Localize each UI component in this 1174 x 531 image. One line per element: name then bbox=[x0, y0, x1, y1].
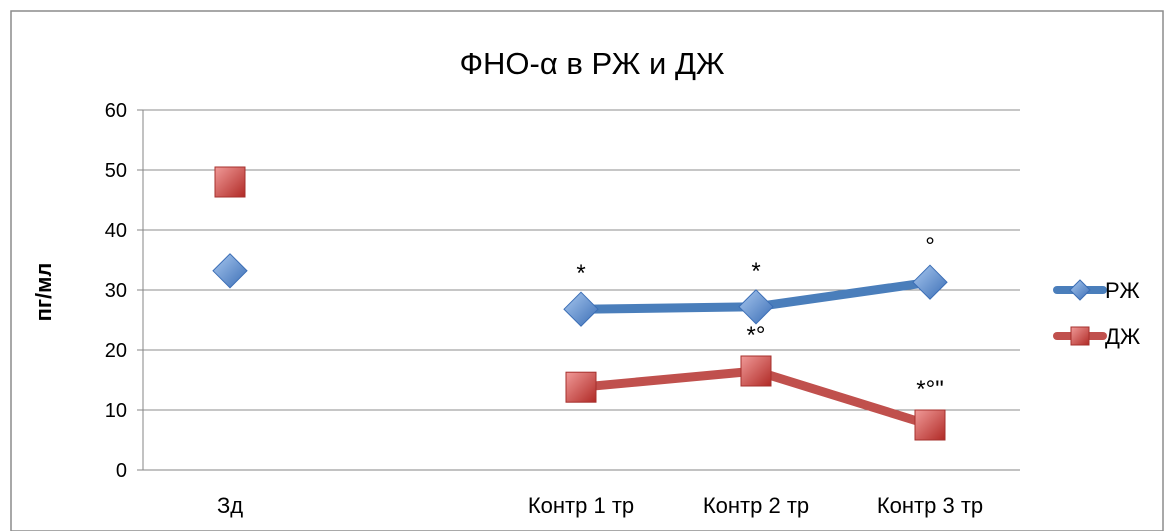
x-tick-label: Контр 2 тр bbox=[703, 493, 809, 518]
series-line-segment bbox=[751, 366, 935, 430]
y-tick-label: 60 bbox=[105, 100, 127, 122]
series-layer bbox=[212, 166, 948, 441]
series-dzh bbox=[214, 166, 946, 441]
x-tick-label: Контр 3 тр bbox=[877, 493, 983, 518]
y-tick-label: 0 bbox=[116, 460, 127, 482]
significance-mark: *° bbox=[747, 322, 766, 349]
gridlines bbox=[137, 109, 1020, 471]
significance-mark: * bbox=[576, 260, 585, 287]
series-rzh bbox=[212, 253, 948, 327]
data-point-marker bbox=[738, 289, 774, 325]
y-tick-label: 30 bbox=[105, 280, 127, 302]
data-point-marker bbox=[740, 355, 772, 387]
data-point-marker bbox=[565, 371, 597, 403]
legend-label: РЖ bbox=[1105, 278, 1140, 303]
data-point-marker bbox=[912, 264, 948, 300]
legend: РЖ ДЖ bbox=[1053, 278, 1141, 349]
x-tick-labels: Зд Контр 1 тр Контр 2 тр Контр 3 тр bbox=[217, 493, 983, 518]
legend-entry: ДЖ bbox=[1053, 324, 1141, 349]
data-point-marker bbox=[212, 253, 248, 289]
data-point-marker bbox=[914, 409, 946, 441]
legend-marker bbox=[1070, 326, 1090, 346]
x-tick-label: Контр 1 тр bbox=[528, 493, 634, 518]
significance-mark: * bbox=[751, 258, 760, 285]
legend-label: ДЖ bbox=[1105, 324, 1141, 349]
legend-marker bbox=[1069, 279, 1091, 301]
data-point-marker bbox=[214, 166, 246, 198]
series-line-segment bbox=[576, 302, 761, 314]
y-tick-label: 10 bbox=[105, 400, 127, 422]
series-line-segment bbox=[576, 366, 761, 392]
y-tick-label: 20 bbox=[105, 340, 127, 362]
chart-border bbox=[10, 10, 1164, 531]
chart-title: ФНО-α в РЖ и ДЖ bbox=[459, 46, 724, 81]
data-point-marker bbox=[563, 291, 599, 327]
legend-entry: РЖ bbox=[1053, 278, 1140, 303]
x-tick-label: Зд bbox=[217, 493, 243, 518]
y-tick-label: 40 bbox=[105, 220, 127, 242]
y-tick-labels: 0 10 20 30 40 50 60 bbox=[105, 100, 127, 482]
significance-mark: ° bbox=[925, 233, 935, 260]
y-axis-label: пг/мл bbox=[31, 263, 56, 322]
y-tick-label: 50 bbox=[105, 160, 127, 182]
series-line-segment bbox=[751, 277, 935, 312]
significance-mark: *°" bbox=[916, 376, 943, 403]
annotations: * *°*°*°" bbox=[576, 233, 943, 403]
